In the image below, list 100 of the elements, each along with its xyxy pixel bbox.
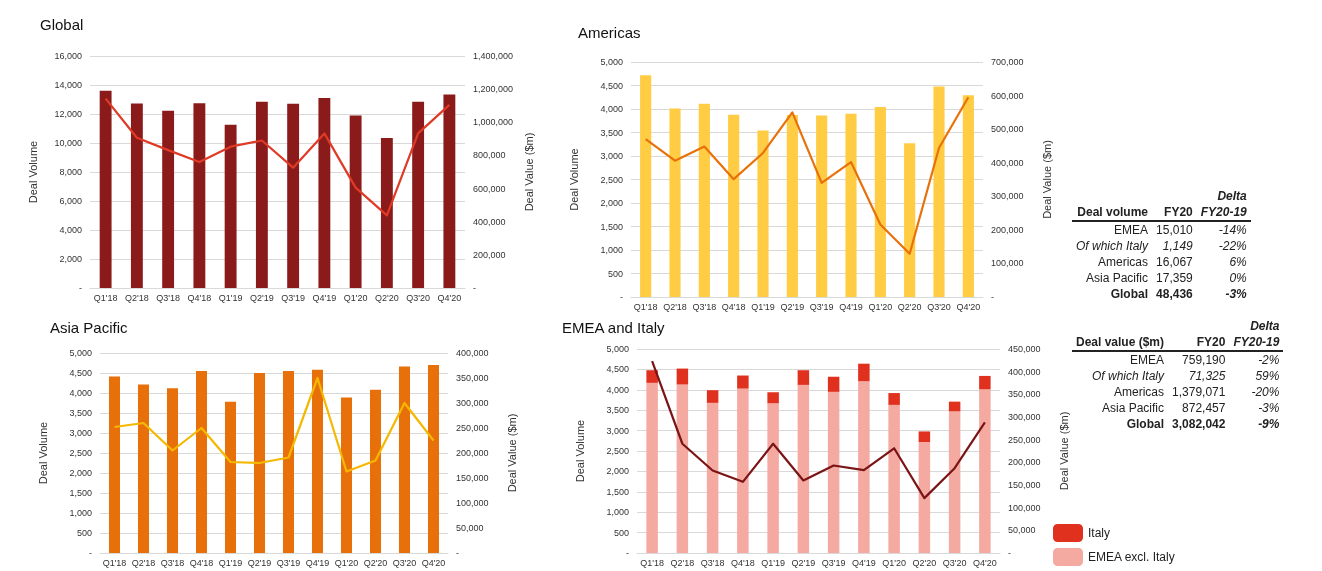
y2-tick-label: 400,000	[456, 348, 489, 358]
bar	[933, 86, 945, 297]
bar	[904, 143, 916, 297]
text: 3,082,042	[1171, 416, 1227, 432]
y2-tick-label: 350,000	[1008, 389, 1041, 400]
y2-tick-label: 250,000	[1008, 434, 1041, 445]
x-tick-label: Q2'18	[670, 557, 695, 568]
y2-tick-label: 400,000	[473, 216, 506, 227]
y2-tick-label: 250,000	[456, 423, 489, 433]
x-tick-label: Q4'19	[852, 557, 876, 568]
text: Deal volume	[1072, 204, 1153, 221]
y-tick-label: 4,000	[606, 384, 629, 395]
x-tick-label: Q2'20	[375, 292, 399, 303]
bar	[287, 103, 300, 288]
bar	[224, 124, 237, 288]
x-tick-label: Q4'18	[721, 301, 746, 312]
y-tick-label: 500	[76, 528, 92, 538]
bar	[130, 103, 143, 288]
y2-tick-label: 200,000	[1008, 457, 1041, 468]
bar	[979, 389, 991, 553]
x-tick-label: Q1'19	[218, 292, 243, 303]
text: Americas	[1097, 254, 1150, 270]
text: -14%	[1217, 222, 1248, 238]
x-tick-label: Q3'19	[809, 301, 834, 312]
y-tick-label: 4,500	[600, 80, 623, 91]
text: -9%	[1257, 416, 1281, 432]
line-series	[104, 97, 451, 217]
bar	[224, 401, 237, 553]
bar	[858, 363, 870, 382]
chart-title: Americas	[578, 24, 641, 41]
bar	[918, 431, 931, 443]
y2-axis-title: Deal Value ($m)	[1040, 140, 1053, 219]
y-tick-label: 1,500	[600, 221, 623, 232]
y-tick-label: 2,500	[600, 174, 623, 185]
x-tick-label: Q4'19	[839, 301, 863, 312]
bar	[728, 114, 740, 297]
text: 59%	[1254, 368, 1281, 384]
x-tick-label: Q1'19	[751, 301, 775, 312]
x-tick-label: Q3'20	[927, 301, 951, 312]
bar	[193, 103, 206, 288]
text: -22%	[1217, 238, 1248, 254]
x-tick-label: Q1'20	[334, 557, 359, 568]
bar	[349, 115, 362, 288]
y-tick-label: 1,000	[606, 507, 629, 518]
x-tick-label: Q4'18	[187, 292, 212, 303]
bar	[166, 388, 179, 553]
y2-tick-label: 600,000	[991, 90, 1024, 101]
x-tick-label: Q4'18	[189, 557, 214, 568]
chart-title: Asia Pacific	[50, 319, 129, 336]
bar	[767, 392, 779, 404]
x-tick-label: Q1'18	[93, 292, 118, 303]
y-tick-label: 2,000	[606, 466, 629, 477]
y-tick-label: 2,000	[600, 198, 623, 208]
bar	[737, 388, 749, 553]
y-tick-label: 3,500	[600, 127, 623, 138]
text: Delta	[1249, 318, 1281, 334]
y2-tick-label: 300,000	[991, 191, 1024, 202]
chart-title: EMEA and Italy	[562, 319, 666, 336]
y2-tick-label: 50,000	[456, 523, 484, 533]
x-tick-label: Q2'19	[250, 292, 274, 303]
x-tick-label: Q2'20	[912, 557, 937, 568]
bar	[706, 390, 719, 403]
text: -20%	[1250, 384, 1281, 400]
y2-axis-title: Deal Value ($m)	[1057, 411, 1070, 491]
bar	[706, 402, 719, 553]
y2-tick-label: 200,000	[456, 448, 489, 458]
bar	[786, 115, 798, 297]
x-tick-label: Q3'18	[700, 557, 725, 568]
y2-tick-label: 800,000	[473, 150, 506, 161]
x-tick-label: Q1'19	[761, 557, 785, 568]
y-tick-label: 2,000	[59, 254, 82, 264]
y-tick-label: 4,500	[606, 364, 629, 375]
y-tick-label: 1,000	[600, 245, 623, 255]
y2-tick-label: 150,000	[1008, 480, 1041, 490]
bar	[427, 365, 440, 553]
y2-tick-label: -	[1008, 548, 1011, 558]
bar	[253, 373, 266, 553]
text: Asia Pacific	[1085, 270, 1150, 286]
bar	[698, 103, 710, 297]
x-tick-label: Q3'19	[276, 557, 301, 568]
x-tick-label: Q4'18	[731, 557, 755, 568]
line-series	[113, 376, 435, 473]
bar	[979, 375, 991, 390]
y2-tick-label: 300,000	[1008, 412, 1041, 422]
text: 6%	[1228, 254, 1248, 270]
x-tick-label: Q2'18	[125, 292, 149, 303]
y2-tick-label: 450,000	[1008, 344, 1041, 354]
text: Asia Pacific	[1101, 400, 1166, 416]
x-tick-label: Q4'20	[956, 301, 981, 312]
y-tick-label: 4,000	[600, 104, 623, 114]
x-tick-label: Q2'20	[363, 557, 388, 568]
x-tick-label: Q1'20	[343, 292, 368, 303]
y2-tick-label: 200,000	[473, 249, 506, 260]
bar	[398, 366, 411, 553]
y-tick-label: 16,000	[54, 51, 82, 61]
text: 16,067	[1155, 254, 1194, 270]
text: -3%	[1224, 286, 1248, 302]
y-tick-label: 1,500	[69, 488, 92, 498]
y-tick-label: 4,000	[69, 388, 92, 398]
y2-tick-label: 100,000	[456, 498, 489, 508]
